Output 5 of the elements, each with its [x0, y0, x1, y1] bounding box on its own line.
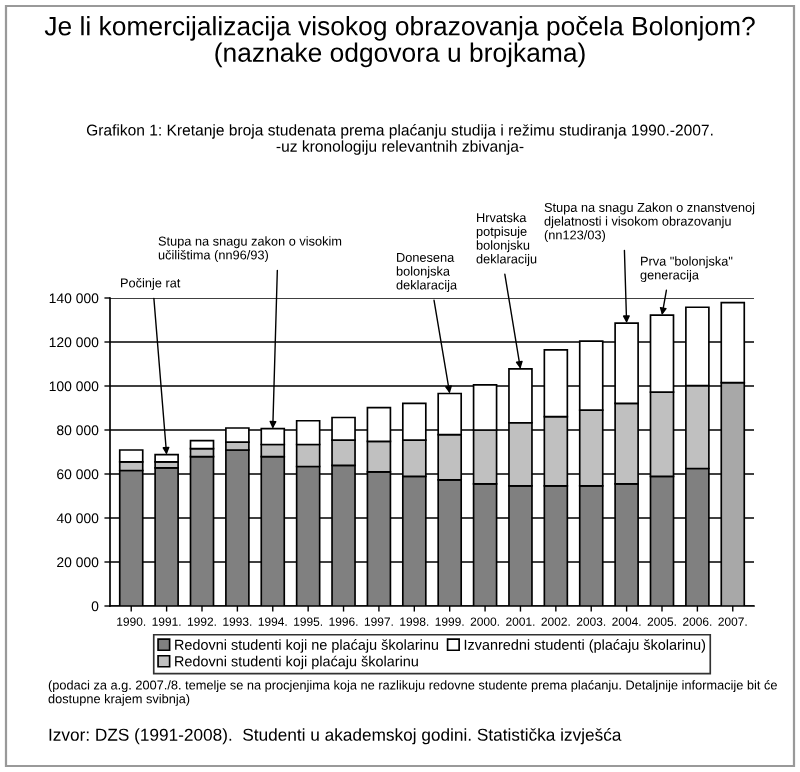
bar [189, 439, 215, 450]
bar [118, 449, 144, 463]
bar [154, 453, 179, 463]
text: Izvor: DZS (1991-2008). Studenti u akademskoj godini. Statistička izvješća [49, 728, 622, 745]
chart-title: Je li komercijalizacija visokog obrazovanja počela Bolonjom? (naznake odgovora u brojkama) [44, 16, 755, 68]
